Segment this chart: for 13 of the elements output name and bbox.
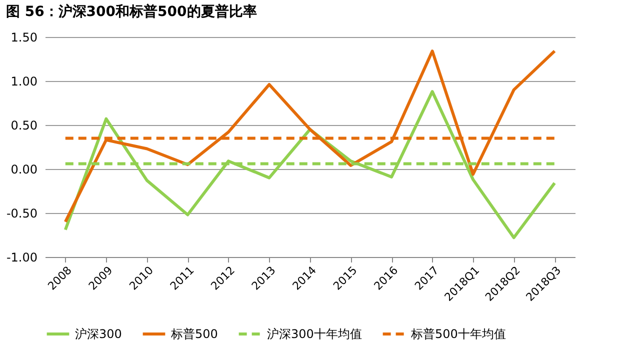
y-tick-label: 0.50 — [10, 118, 38, 132]
legend-label: 沪深300 — [75, 327, 122, 341]
y-tick-label: 1.00 — [10, 74, 38, 88]
y-tick-label: 0.00 — [10, 162, 38, 176]
legend-label: 沪深300十年均值 — [267, 327, 362, 341]
legend-label: 标普500十年均值 — [410, 327, 506, 341]
chart-title: 图 56：沪深300和标普500的夏普比率 — [6, 3, 257, 20]
line-series — [64, 50, 556, 224]
y-tick-label: -1.00 — [6, 250, 38, 264]
y-tick-label: 1.50 — [10, 30, 38, 44]
y-tick-label: -0.50 — [6, 206, 38, 220]
line-series — [64, 90, 556, 240]
legend-label: 标普500 — [170, 327, 218, 341]
